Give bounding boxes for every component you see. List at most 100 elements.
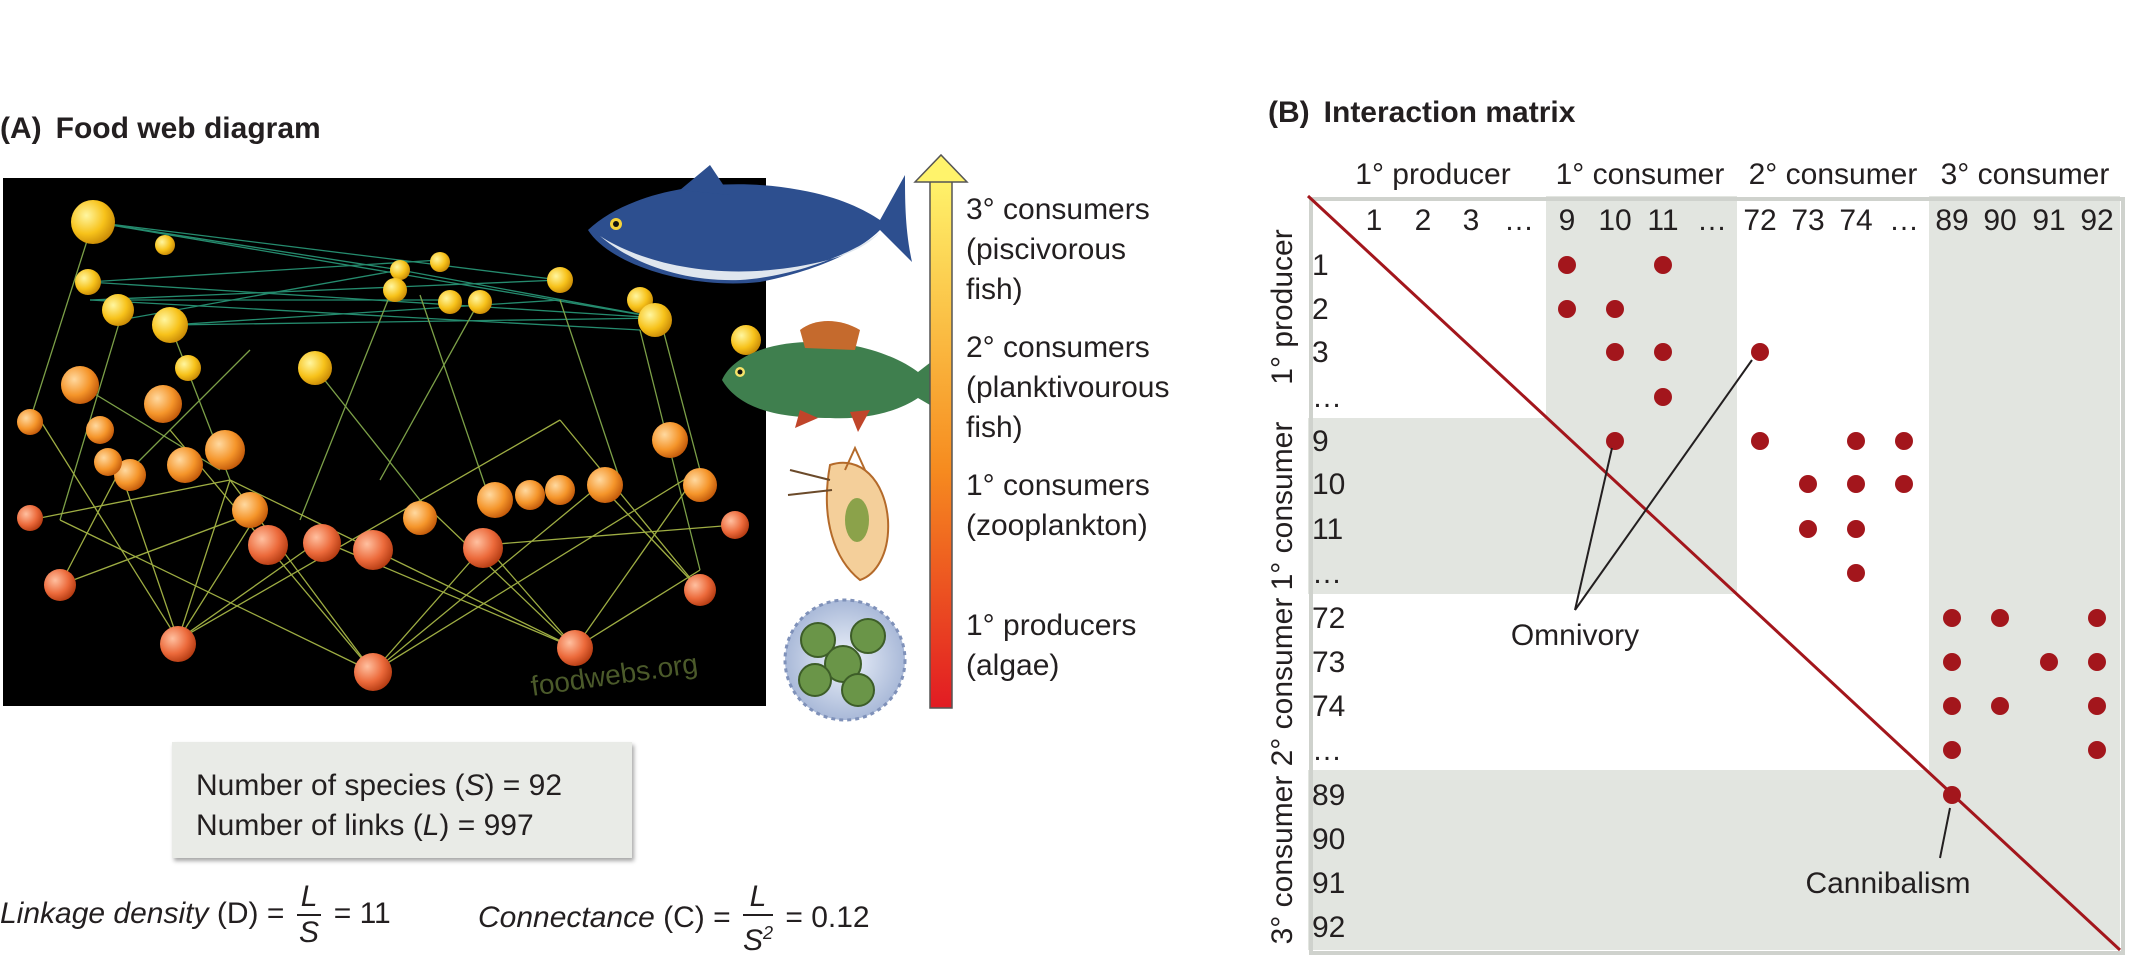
node bbox=[155, 235, 175, 255]
node bbox=[71, 200, 115, 244]
node bbox=[430, 252, 450, 272]
node bbox=[515, 480, 545, 510]
node bbox=[175, 355, 201, 381]
node bbox=[303, 524, 341, 562]
panel-a-title: (A) Food web diagram bbox=[0, 112, 335, 146]
column-label: 91 bbox=[2032, 204, 2065, 237]
node bbox=[731, 325, 761, 355]
node bbox=[354, 653, 392, 691]
node bbox=[152, 307, 188, 343]
species-links-box: Number of species (S) = 92 Number of lin… bbox=[172, 742, 632, 858]
node bbox=[638, 303, 672, 337]
species-count: Number of species (S) = 92 bbox=[196, 769, 563, 802]
interaction-dot bbox=[1654, 256, 1672, 274]
omnivory-label: Omnivory bbox=[1511, 619, 1639, 652]
column-group-label: 1° producer bbox=[1355, 158, 1510, 191]
row-label: 91 bbox=[1312, 867, 1345, 900]
interaction-dot bbox=[1606, 300, 1624, 318]
interaction-dot bbox=[1943, 786, 1961, 804]
column-group-label: 1° consumer bbox=[1556, 158, 1725, 191]
row-label: 92 bbox=[1312, 911, 1345, 944]
interaction-dot bbox=[2040, 653, 2058, 671]
interaction-dot bbox=[2088, 741, 2106, 759]
interaction-dot bbox=[1847, 520, 1865, 538]
node bbox=[383, 278, 407, 302]
row-label: 90 bbox=[1312, 823, 1345, 856]
interaction-dot bbox=[2088, 697, 2106, 715]
column-label: 11 bbox=[1647, 204, 1678, 237]
column-group-label: 2° consumer bbox=[1749, 158, 1918, 191]
node bbox=[721, 511, 749, 539]
zooplankton-icon bbox=[787, 445, 890, 582]
node bbox=[17, 505, 43, 531]
interaction-dot bbox=[2088, 653, 2106, 671]
trophic-arrow-icon bbox=[913, 153, 969, 709]
interaction-dot bbox=[2088, 609, 2106, 627]
interaction-dot bbox=[1943, 697, 1961, 715]
node bbox=[438, 290, 462, 314]
row-label: 74 bbox=[1312, 690, 1345, 723]
node bbox=[403, 501, 437, 535]
row-label: … bbox=[1312, 557, 1342, 590]
node bbox=[477, 482, 513, 518]
column-label: … bbox=[1889, 204, 1919, 237]
panel-b-label: (B) bbox=[1268, 96, 1310, 129]
row-label: 2 bbox=[1312, 293, 1329, 326]
node bbox=[94, 448, 122, 476]
cannibalism-pointer bbox=[1939, 807, 1951, 859]
interaction-dot bbox=[1847, 432, 1865, 450]
row-group-label: 2° consumer bbox=[1266, 598, 1299, 767]
row-label: 3 bbox=[1312, 336, 1329, 369]
level-2-consumers: 2° consumers (planktivourous fish) bbox=[966, 331, 1170, 444]
node bbox=[468, 290, 492, 314]
column-label: 89 bbox=[1935, 204, 1968, 237]
node bbox=[547, 267, 573, 293]
node bbox=[205, 430, 245, 470]
row-label: 72 bbox=[1312, 602, 1345, 635]
tuna-icon bbox=[588, 165, 912, 284]
column-label: 10 bbox=[1598, 204, 1631, 237]
column-label: 9 bbox=[1559, 204, 1576, 237]
column-label: 1 bbox=[1366, 204, 1383, 237]
panel-b-title: (B) Interaction matrix bbox=[1268, 96, 1589, 130]
level-3-consumers: 3° consumers (piscivorous fish) bbox=[966, 193, 1150, 306]
matrix-shade-block bbox=[1929, 196, 2120, 770]
column-label: 92 bbox=[2080, 204, 2113, 237]
column-group-label: 3° consumer bbox=[1941, 158, 2110, 191]
node bbox=[86, 416, 114, 444]
row-label: … bbox=[1312, 734, 1342, 767]
interaction-dot bbox=[1991, 697, 2009, 715]
interaction-dot bbox=[1847, 564, 1865, 582]
column-label: … bbox=[1504, 204, 1534, 237]
node bbox=[167, 447, 203, 483]
panel-a-label: (A) bbox=[0, 112, 42, 145]
perch-icon bbox=[722, 321, 942, 432]
node bbox=[44, 569, 76, 601]
column-label: 2 bbox=[1415, 204, 1432, 237]
node bbox=[232, 492, 268, 528]
row-label: 10 bbox=[1312, 468, 1345, 501]
column-label: 3 bbox=[1463, 204, 1480, 237]
cannibalism-label: Cannibalism bbox=[1805, 867, 1970, 900]
node bbox=[160, 626, 196, 662]
interaction-dot bbox=[1751, 343, 1769, 361]
interaction-dot bbox=[1606, 432, 1624, 450]
node bbox=[652, 422, 688, 458]
interaction-dot bbox=[1943, 741, 1961, 759]
panel-a-title-text: Food web diagram bbox=[55, 112, 321, 145]
interaction-dot bbox=[1654, 388, 1672, 406]
matrix-shade-block bbox=[1546, 196, 1737, 594]
interaction-dot bbox=[1799, 520, 1817, 538]
node bbox=[102, 294, 134, 326]
interaction-dot bbox=[1943, 609, 1961, 627]
algae-icon bbox=[783, 598, 907, 722]
row-group-label: 1° consumer bbox=[1266, 422, 1299, 591]
interaction-dot bbox=[1799, 475, 1817, 493]
node bbox=[75, 269, 101, 295]
node bbox=[144, 385, 182, 423]
node bbox=[353, 530, 393, 570]
column-label: 72 bbox=[1743, 204, 1776, 237]
panel-b-title-text: Interaction matrix bbox=[1323, 96, 1576, 129]
column-label: 90 bbox=[1983, 204, 2016, 237]
